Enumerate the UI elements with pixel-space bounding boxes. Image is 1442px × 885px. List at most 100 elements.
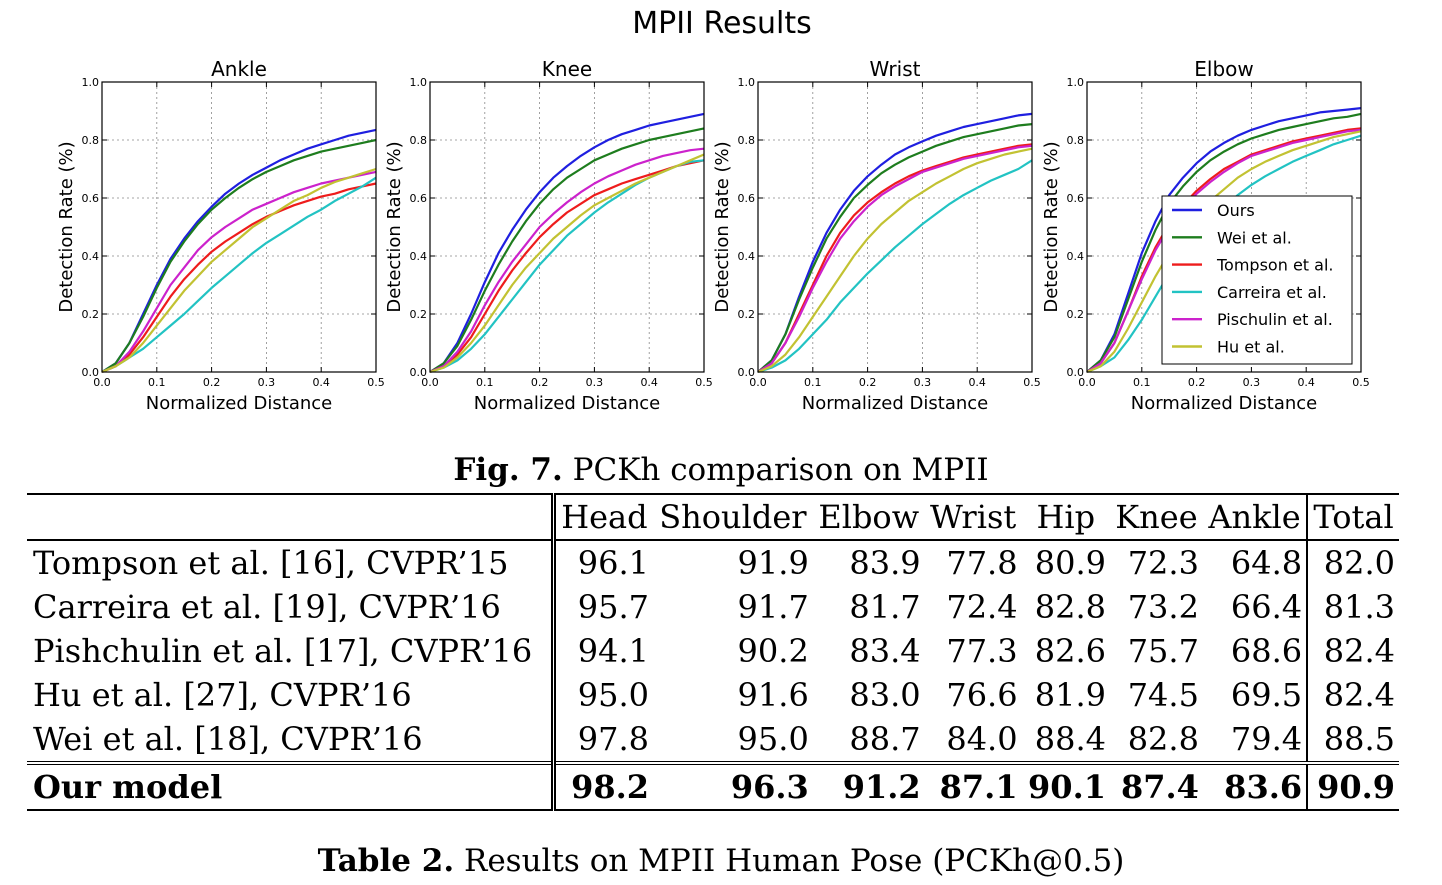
chart-elbow: 0.0 0.1 0.2 0.3 0.4 0.5 0.0 0.2 0.4 0.6 0.8 1.0 Elbo… bbox=[1041, 57, 1370, 414]
value-cell: 88.4 bbox=[1034, 720, 1106, 758]
x-tick-label: 0.0 bbox=[421, 376, 439, 389]
series-line bbox=[757, 159, 1033, 374]
value-cell: 87.1 bbox=[939, 768, 1018, 806]
x-axis-label: Normalized Distance bbox=[474, 393, 661, 414]
value-cell: 84.0 bbox=[946, 720, 1018, 758]
value-cell: 83.6 bbox=[1224, 768, 1303, 806]
x-tick-label: 0.3 bbox=[914, 376, 932, 389]
value-cell: 90.1 bbox=[1028, 768, 1106, 806]
series-line bbox=[101, 170, 377, 374]
legend-label: Ours bbox=[1217, 201, 1255, 220]
series-line bbox=[429, 127, 705, 373]
value-cell: 91.7 bbox=[737, 588, 809, 626]
y-tick-label: 0.6 bbox=[410, 192, 428, 205]
x-tick-label: 0.5 bbox=[1023, 376, 1041, 389]
table-row: Carreira et al. [19], CVPR’16 95.7 91.7 81.… bbox=[27, 585, 1399, 629]
x-tick-label: 0.3 bbox=[258, 376, 276, 389]
table-body: Tompson et al. [16], CVPR’15 96.1 91.9 83.9… bbox=[27, 540, 1399, 810]
y-tick-label: 0.4 bbox=[82, 250, 100, 263]
plot-area bbox=[102, 82, 376, 372]
figure-caption: Fig. 7. PCKh comparison on MPII bbox=[0, 452, 1442, 488]
y-tick-label: 0.8 bbox=[82, 134, 100, 147]
total-cell: 82.4 bbox=[1306, 629, 1399, 673]
value-cell: 82.8 bbox=[1127, 720, 1199, 758]
y-tick-label: 0.8 bbox=[1067, 134, 1085, 147]
value-cell: 69.5 bbox=[1230, 676, 1303, 714]
value-cell: 97.8 bbox=[550, 717, 653, 763]
table-row: Wei et al. [18], CVPR’16 97.8 95.0 88.7 84.0… bbox=[27, 717, 1399, 763]
table-row-ours: Our model 98.2 96.3 91.2 87.1 90.1 87.4 83.6 90.… bbox=[27, 763, 1399, 810]
method-cell: Hu et al. [27], CVPR’16 bbox=[33, 676, 412, 714]
value-cell: 91.6 bbox=[737, 676, 809, 714]
value-cell: 75.7 bbox=[1127, 632, 1199, 670]
y-tick-label: 1.0 bbox=[410, 76, 428, 89]
chart-title: Knee bbox=[542, 57, 592, 81]
y-axis-label: Detection Rate (%) bbox=[1041, 141, 1062, 312]
y-tick-label: 0.2 bbox=[1067, 308, 1085, 321]
x-tick-label: 0.2 bbox=[1188, 376, 1206, 389]
table-header-row: Head Shoulder Elbow Wrist Hip Knee Ankle… bbox=[27, 494, 1399, 540]
x-tick-label: 0.0 bbox=[93, 376, 111, 389]
table-caption: Table 2. Results on MPII Human Pose (PCK… bbox=[0, 843, 1442, 879]
value-cell: 91.9 bbox=[737, 544, 809, 582]
series-line bbox=[757, 143, 1033, 373]
chart-title: Ankle bbox=[211, 57, 267, 81]
x-tick-label: 0.1 bbox=[804, 376, 822, 389]
y-tick-label: 0.8 bbox=[738, 134, 756, 147]
x-tick-label: 0.5 bbox=[695, 376, 713, 389]
series-line bbox=[429, 159, 705, 374]
series-line bbox=[757, 123, 1033, 373]
x-tick-label: 0.1 bbox=[476, 376, 494, 389]
x-tick-label: 0.2 bbox=[531, 376, 549, 389]
table-caption-label: Table 2. bbox=[317, 843, 455, 879]
y-tick-label: 0.0 bbox=[738, 366, 756, 379]
series-line bbox=[101, 176, 377, 374]
y-tick-label: 1.0 bbox=[1067, 76, 1085, 89]
series-line bbox=[757, 144, 1033, 373]
y-tick-label: 0.4 bbox=[1067, 250, 1085, 263]
y-tick-label: 1.0 bbox=[738, 76, 756, 89]
plot-area bbox=[758, 82, 1032, 372]
total-cell: 82.4 bbox=[1306, 673, 1399, 717]
value-cell: 77.3 bbox=[946, 632, 1018, 670]
x-tick-label: 0.3 bbox=[586, 376, 604, 389]
value-cell: 76.6 bbox=[946, 676, 1018, 714]
y-tick-label: 0.2 bbox=[82, 308, 100, 321]
method-cell: Tompson et al. [16], CVPR’15 bbox=[33, 544, 509, 582]
legend-label: Pischulin et al. bbox=[1217, 310, 1333, 329]
x-tick-label: 0.0 bbox=[749, 376, 767, 389]
method-cell: Wei et al. [18], CVPR’16 bbox=[33, 720, 423, 758]
y-tick-label: 0.0 bbox=[410, 366, 428, 379]
series-line bbox=[1086, 128, 1362, 373]
value-cell: 83.0 bbox=[849, 676, 921, 714]
series-line bbox=[429, 153, 705, 374]
legend-label: Carreira et al. bbox=[1217, 283, 1327, 302]
x-tick-label: 0.4 bbox=[1297, 376, 1315, 389]
value-cell: 83.4 bbox=[849, 632, 921, 670]
value-cell: 80.9 bbox=[1034, 544, 1106, 582]
header-head: Head bbox=[550, 494, 653, 540]
table-row: Tompson et al. [16], CVPR’15 96.1 91.9 83.9… bbox=[27, 540, 1399, 585]
x-tick-label: 0.1 bbox=[1133, 376, 1151, 389]
series-line bbox=[757, 147, 1033, 374]
x-tick-label: 0.4 bbox=[968, 376, 986, 389]
value-cell: 95.0 bbox=[737, 720, 809, 758]
series-line bbox=[429, 112, 705, 373]
value-cell: 68.6 bbox=[1230, 632, 1303, 670]
total-cell: 81.3 bbox=[1306, 585, 1399, 629]
header-shoulder: Shoulder bbox=[659, 498, 807, 536]
value-cell: 95.7 bbox=[550, 585, 653, 629]
x-tick-label: 0.0 bbox=[1078, 376, 1096, 389]
x-tick-label: 0.1 bbox=[148, 376, 166, 389]
plot-frame bbox=[757, 81, 1033, 373]
plot-frame bbox=[429, 81, 705, 373]
header-elbow: Elbow bbox=[818, 498, 920, 536]
value-cell: 81.7 bbox=[849, 588, 921, 626]
y-tick-label: 0.2 bbox=[410, 308, 428, 321]
series-line bbox=[101, 167, 377, 374]
series-line bbox=[1086, 107, 1362, 373]
chart-title: Wrist bbox=[870, 57, 921, 81]
value-cell: 81.9 bbox=[1034, 676, 1106, 714]
value-cell: 94.1 bbox=[550, 629, 653, 673]
legend: Ours Wei et al. Tompson et al. Carreira et … bbox=[1161, 195, 1353, 365]
